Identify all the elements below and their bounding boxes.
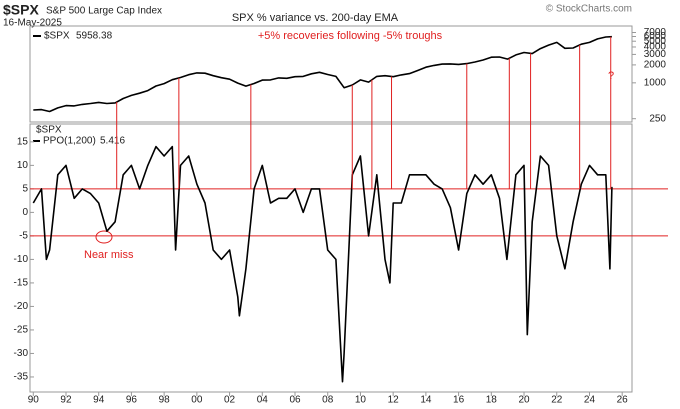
x-tick-label: 26 [617, 395, 629, 406]
x-tick-label: 04 [257, 395, 269, 406]
legend-label: $SPX [44, 31, 70, 42]
credit: © StockCharts.com [546, 4, 632, 15]
x-tick-label: 94 [93, 395, 105, 406]
y-tick-label: 15 [17, 137, 29, 148]
x-tick-label: 18 [486, 395, 498, 406]
y-tick-label: 250 [649, 113, 666, 124]
y-tick-label: 7000 [644, 27, 667, 38]
y-tick-label: -10 [14, 254, 29, 265]
y-tick-label: 10 [17, 160, 29, 171]
y-tick-label: 4000 [644, 42, 667, 53]
legend-value: 5.416 [100, 136, 125, 147]
y-tick-label: 3000 [644, 49, 667, 60]
y-tick-label: 5 [22, 184, 28, 195]
symbol: $SPX [3, 2, 39, 18]
chart-title: SPX % variance vs. 200-day EMA [232, 12, 399, 24]
near-miss-circle [95, 230, 113, 244]
legend-label: PPO(1,200) [43, 136, 96, 147]
x-tick-label: 02 [224, 395, 236, 406]
panel-symbol: $SPX [36, 125, 62, 136]
x-tick-label: 96 [126, 395, 138, 406]
y-tick-label: 5000 [644, 36, 667, 47]
x-tick-label: 20 [518, 395, 530, 406]
index-name: S&P 500 Large Cap Index [46, 6, 162, 17]
y-tick-label: 1000 [644, 77, 667, 88]
y-tick-label: -25 [14, 325, 29, 336]
x-tick-label: 14 [420, 395, 432, 406]
y-tick-label: 0 [22, 207, 28, 218]
x-tick-label: 08 [322, 395, 334, 406]
y-tick-label: 2000 [644, 60, 667, 71]
x-tick-label: 24 [584, 395, 596, 406]
date: 16-May-2025 [3, 18, 62, 29]
ppo-panel-frame [29, 123, 633, 393]
x-tick-label: 92 [60, 395, 72, 406]
y-tick-label: 6000 [644, 31, 667, 42]
x-tick-label: 10 [355, 395, 367, 406]
x-tick-label: 12 [388, 395, 400, 406]
x-tick-label: 16 [453, 395, 465, 406]
chart-subtitle: +5% recoveries following -5% troughs [258, 30, 443, 42]
x-tick-label: 00 [191, 395, 203, 406]
y-tick-label: -15 [14, 278, 29, 289]
x-tick-label: 90 [28, 395, 40, 406]
x-tick-label: 98 [159, 395, 171, 406]
annotation: Near miss [84, 249, 134, 261]
series-line [33, 35, 612, 113]
series-line [32, 145, 613, 383]
price-panel-frame [29, 25, 633, 123]
x-tick-label: 22 [551, 395, 563, 406]
y-tick-label: -20 [14, 301, 29, 312]
y-tick-label: -35 [14, 372, 29, 383]
y-tick-label: -5 [19, 231, 28, 242]
y-tick-label: -30 [14, 348, 29, 359]
legend-value: 5958.38 [76, 31, 113, 42]
x-tick-label: 06 [289, 395, 301, 406]
